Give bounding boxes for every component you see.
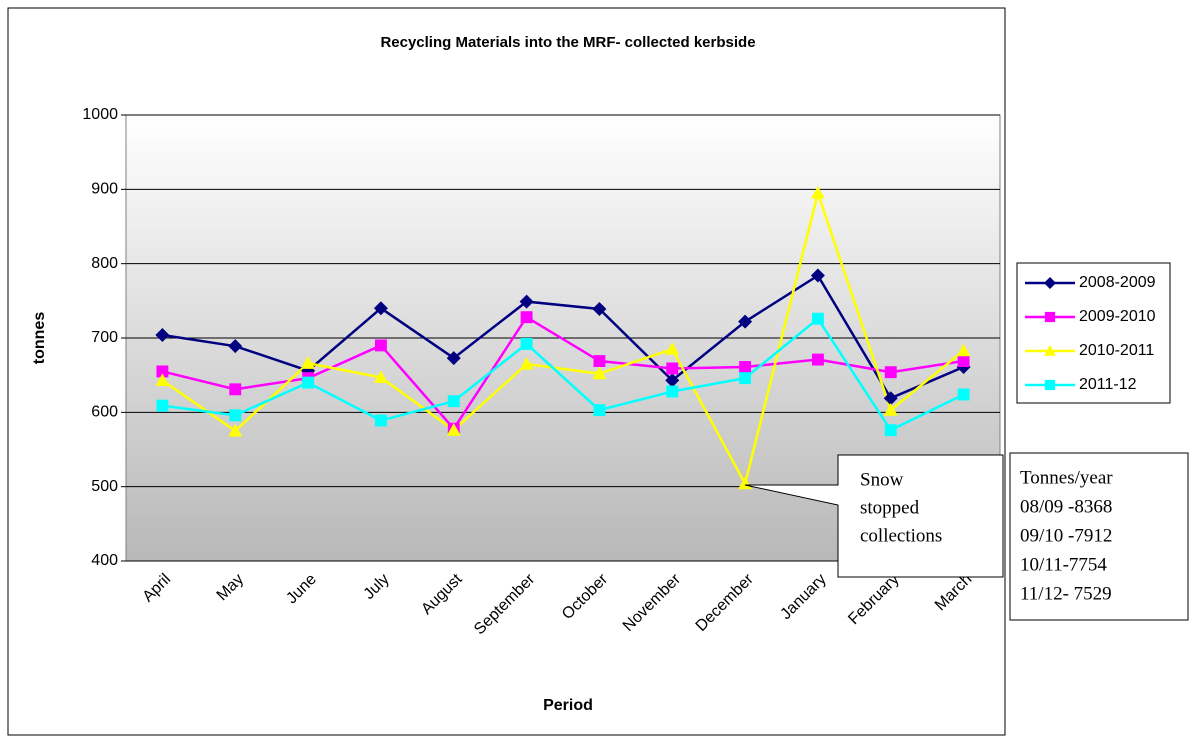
legend-label: 2010-2011 <box>1079 342 1154 359</box>
text-box-line: 11/12- 7529 <box>1020 583 1112 604</box>
y-tick-label: 500 <box>91 478 118 495</box>
marker <box>447 395 460 408</box>
marker <box>1044 345 1056 356</box>
marker <box>374 414 387 427</box>
marker <box>883 403 898 416</box>
marker <box>229 383 242 396</box>
marker <box>374 339 387 352</box>
marker <box>593 404 606 417</box>
marker <box>739 372 752 385</box>
y-tick-label: 600 <box>91 404 118 421</box>
marker <box>884 366 897 379</box>
marker <box>810 186 825 199</box>
marker <box>520 337 533 350</box>
marker <box>228 339 243 354</box>
marker <box>302 376 315 389</box>
series-line <box>161 188 965 488</box>
marker <box>156 399 169 412</box>
y-tick-label: 900 <box>91 181 118 198</box>
text-box-line: 08/09 -8368 <box>1020 496 1112 517</box>
marker <box>957 355 970 367</box>
y-axis-label: tonnes <box>31 312 48 365</box>
legend-label: 2009-2010 <box>1079 308 1156 325</box>
text-box-line: 10/11-7754 <box>1020 554 1107 575</box>
marker <box>593 355 606 367</box>
marker <box>811 353 824 366</box>
marker <box>810 268 825 283</box>
marker <box>156 365 169 378</box>
legend <box>1016 262 1171 404</box>
marker <box>519 294 534 309</box>
marker <box>155 373 170 386</box>
marker <box>592 302 607 317</box>
marker <box>155 328 170 343</box>
marker <box>301 356 316 369</box>
annotation-line: stopped <box>860 497 920 518</box>
marker <box>956 343 971 357</box>
marker <box>811 312 824 325</box>
marker <box>446 423 461 436</box>
marker <box>666 362 679 375</box>
marker <box>1044 379 1056 391</box>
series-line <box>162 273 965 400</box>
text-box-line: Tonnes/year <box>1020 467 1113 488</box>
marker <box>229 409 242 422</box>
marker <box>884 424 897 437</box>
callout <box>744 454 1004 578</box>
legend-label: 2011-12 <box>1079 376 1137 393</box>
marker <box>665 342 680 355</box>
text-box-lines: Tonnes/year 08/09 -8368 09/10 -7912 10/11-7… <box>1020 467 1113 604</box>
marker <box>665 373 680 388</box>
marker <box>446 351 461 366</box>
text-box-line: 09/10 -7912 <box>1020 525 1112 546</box>
series-line <box>162 316 965 432</box>
y-tick-label: 400 <box>91 552 118 569</box>
marker <box>738 314 753 329</box>
y-tick-label: 1000 <box>82 106 118 123</box>
y-tick-label: 700 <box>91 329 118 346</box>
series-line <box>162 315 964 431</box>
marker <box>519 357 534 370</box>
text-box <box>1009 452 1189 621</box>
chart-title: Recycling Materials into the MRF- collec… <box>380 34 755 51</box>
marker <box>1044 311 1056 323</box>
marker <box>739 361 752 373</box>
marker <box>1044 277 1056 289</box>
annotation-line: Snow <box>860 469 904 490</box>
marker <box>373 301 388 316</box>
marker <box>228 423 243 437</box>
marker <box>883 391 898 406</box>
y-tick-label: 800 <box>91 255 118 272</box>
legend-label: 2008-2009 <box>1079 274 1156 291</box>
annotation-line: collections <box>860 525 942 546</box>
marker <box>957 388 970 401</box>
marker <box>666 385 679 398</box>
legend-items: 2008-2009 2009-2010 2010-2011 2011-12 <box>1025 274 1156 393</box>
marker <box>520 311 533 324</box>
annotation: Snow stopped collections <box>860 469 942 546</box>
x-axis-label: Period <box>543 697 593 714</box>
marker <box>592 366 607 380</box>
marker <box>373 370 388 383</box>
